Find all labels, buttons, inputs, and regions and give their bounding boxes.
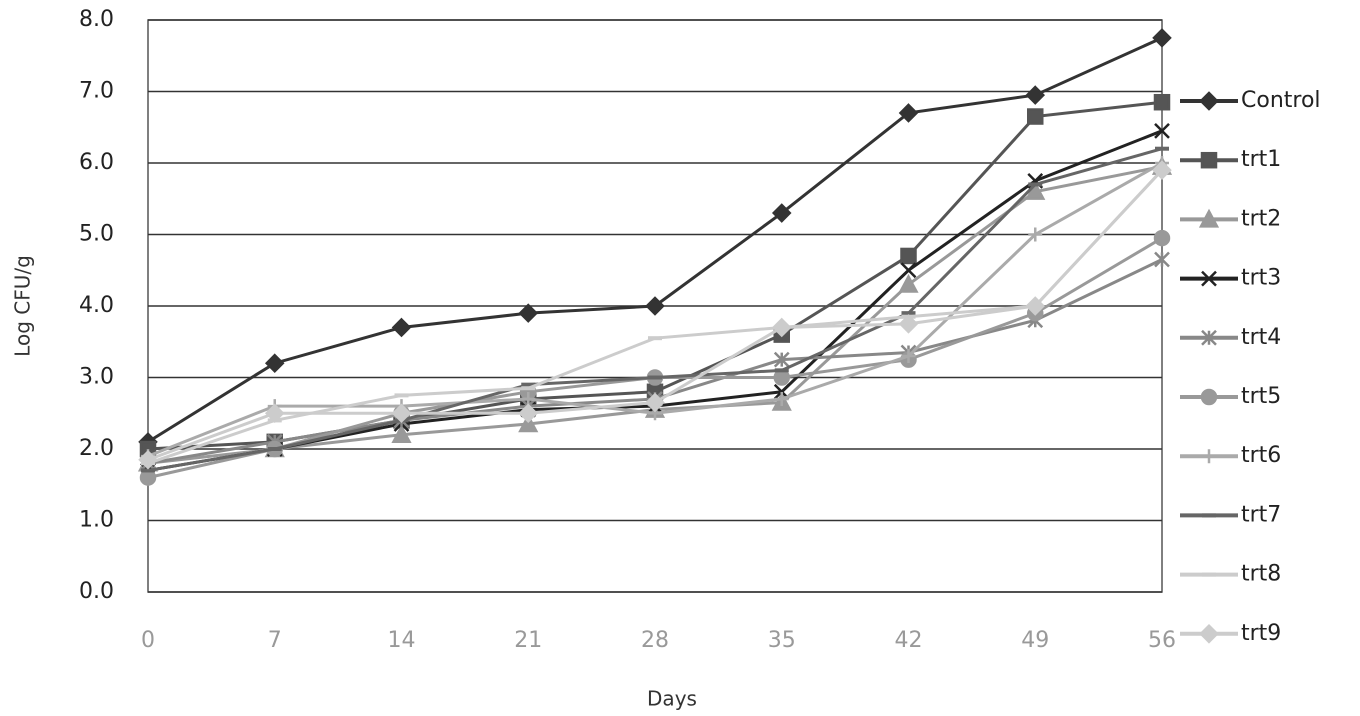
y-tick-label: 1.0 — [79, 508, 114, 533]
legend-marker — [1202, 153, 1216, 167]
legend-label: trt1 — [1241, 147, 1281, 172]
y-tick-label: 0.0 — [79, 579, 114, 604]
legend-label: trt7 — [1241, 502, 1281, 527]
y-tick-label: 2.0 — [79, 436, 114, 461]
data-point — [1155, 95, 1169, 109]
data-point — [1155, 253, 1169, 267]
y-tick-label: 4.0 — [79, 293, 114, 318]
data-point — [1154, 30, 1170, 46]
y-tick-label: 5.0 — [79, 222, 114, 247]
y-tick-label: 3.0 — [79, 365, 114, 390]
legend-label: trt9 — [1241, 621, 1281, 646]
x-tick-label: 28 — [641, 628, 669, 653]
y-tick-label: 8.0 — [79, 7, 114, 32]
x-tick-label: 0 — [141, 628, 155, 653]
data-point — [1155, 231, 1169, 245]
x-tick-label: 42 — [895, 628, 923, 653]
data-point — [775, 371, 789, 385]
legend-marker — [1201, 93, 1217, 109]
data-point — [141, 471, 155, 485]
legend-label: trt6 — [1241, 443, 1281, 468]
y-tick-label: 7.0 — [79, 79, 114, 104]
x-tick-label: 56 — [1148, 628, 1176, 653]
x-tick-label: 35 — [768, 628, 796, 653]
legend-label: trt3 — [1241, 266, 1281, 291]
x-tick-label: 21 — [514, 628, 542, 653]
data-point — [902, 249, 916, 263]
x-axis-title: Days — [647, 687, 697, 711]
data-point — [1027, 87, 1043, 103]
y-tick-label: 6.0 — [79, 150, 114, 175]
legend-marker — [1201, 626, 1217, 642]
series-line — [148, 238, 1162, 478]
x-tick-label: 49 — [1021, 628, 1049, 653]
x-tick-label: 14 — [388, 628, 416, 653]
series-line — [148, 260, 1162, 464]
data-point — [520, 305, 536, 321]
data-point — [267, 355, 283, 371]
chart: Log CFU/g Days 0.0 1.0 2.0 3.0 4.0 5.0 6.0 7.0 8… — [0, 0, 1360, 716]
legend-marker — [1202, 449, 1216, 463]
data-point — [394, 319, 410, 335]
legend-marker — [1202, 390, 1216, 404]
x-tick-label: 7 — [268, 628, 282, 653]
legend-label: Control — [1241, 88, 1321, 113]
y-axis-title: Log CFU/g — [11, 255, 35, 357]
legend-label: trt4 — [1241, 325, 1281, 350]
legend-label: trt8 — [1241, 562, 1281, 587]
data-point — [1028, 110, 1042, 124]
legend-label: trt2 — [1241, 206, 1281, 231]
legend-label: trt5 — [1241, 384, 1281, 409]
